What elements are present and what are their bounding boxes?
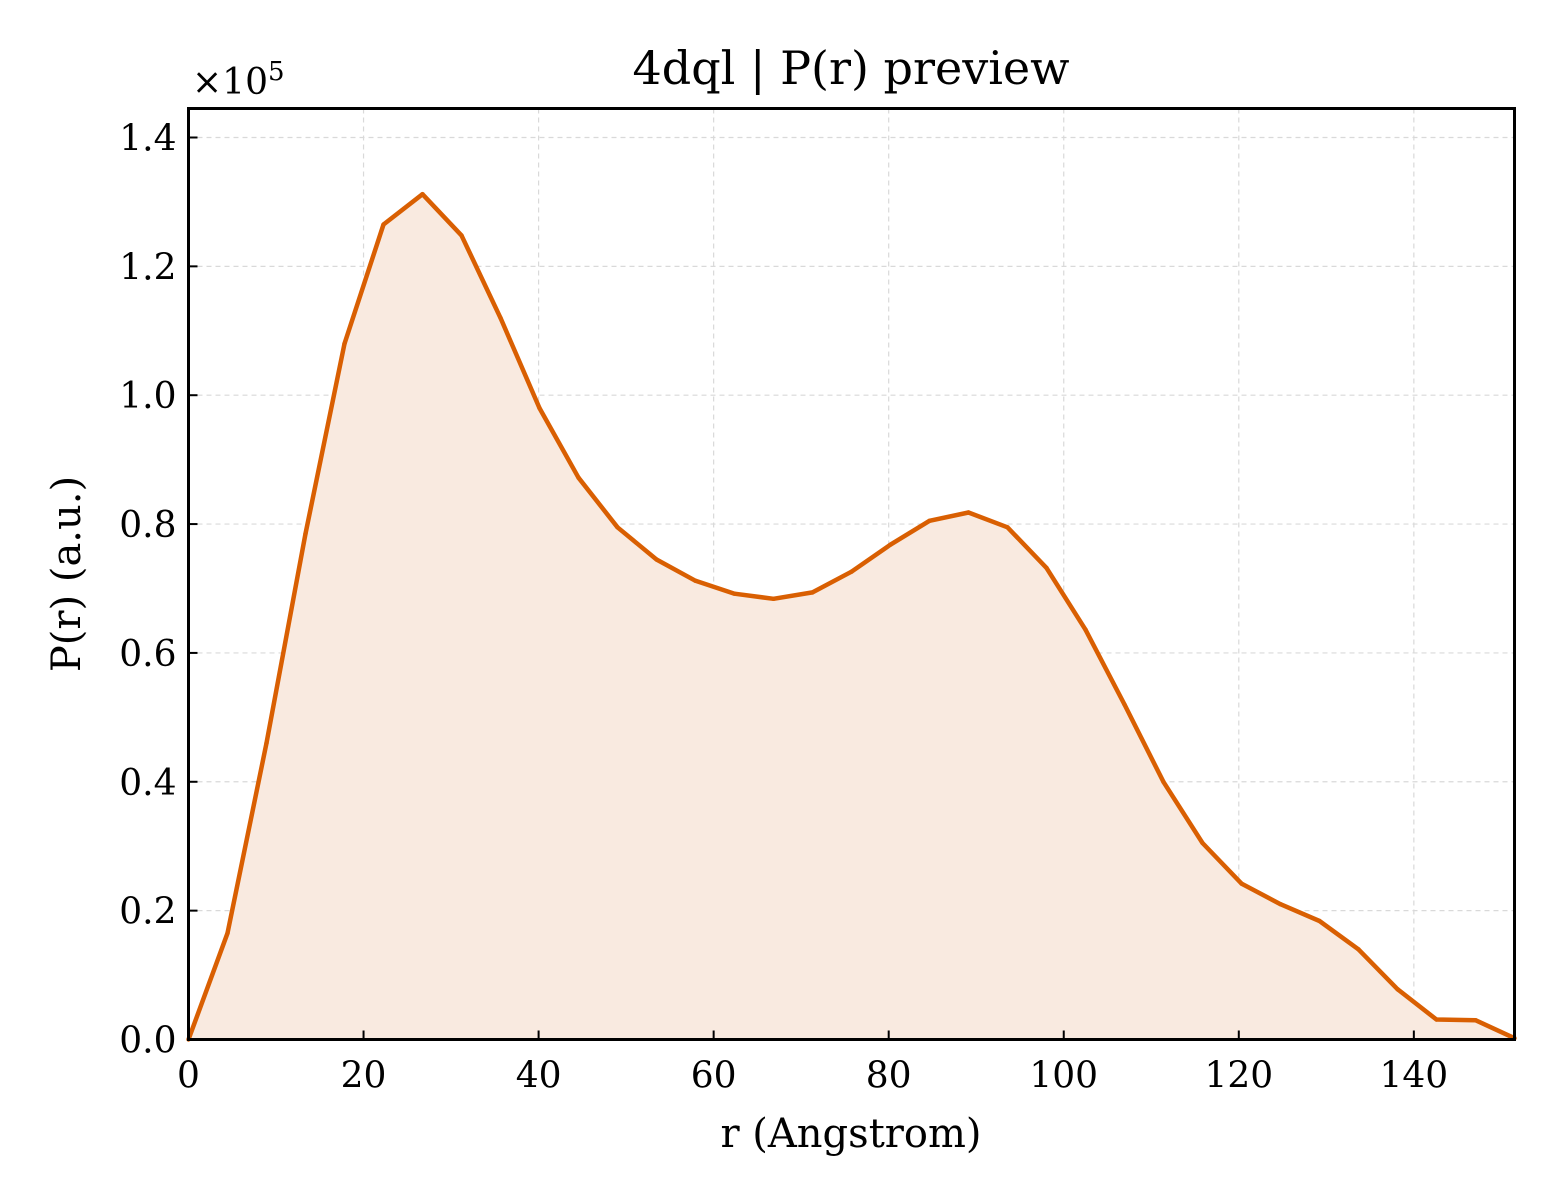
data-point	[1434, 1017, 1439, 1022]
data-point	[693, 578, 698, 583]
y-tick-label: 0.0	[119, 1021, 176, 1062]
x-tick-label: 140	[1379, 1056, 1448, 1097]
chart-title: 4dql | P(r) preview	[632, 41, 1069, 95]
y-axis-multiplier-base: ×10	[192, 62, 268, 103]
data-point	[810, 590, 815, 595]
data-point	[1356, 947, 1361, 952]
data-point	[1278, 902, 1283, 907]
series-points	[186, 192, 1517, 1042]
data-point	[966, 510, 971, 515]
data-point	[1161, 779, 1166, 784]
x-tick-label: 120	[1204, 1056, 1273, 1097]
y-tick-label: 0.2	[119, 892, 176, 933]
data-point	[771, 596, 776, 601]
data-point	[498, 315, 503, 321]
data-point	[732, 591, 737, 596]
data-point	[264, 740, 269, 746]
data-point	[1473, 1018, 1478, 1023]
data-point	[927, 518, 932, 523]
data-point	[1239, 881, 1244, 886]
plot-frame	[187, 107, 1516, 1041]
data-point	[342, 341, 347, 346]
data-point	[537, 405, 542, 411]
data-point	[1122, 702, 1127, 707]
y-tick-label: 1.4	[119, 118, 176, 159]
y-axis: 0.0 0.2 0.4 0.6 0.8 1.0 1.2 1.4	[119, 118, 198, 1062]
data-point	[1005, 525, 1010, 530]
data-point	[654, 557, 659, 562]
x-tick-label: 80	[866, 1056, 912, 1097]
data-point	[1395, 987, 1400, 992]
x-tick-label: 40	[516, 1056, 562, 1097]
data-point	[1317, 918, 1322, 924]
series-area-fill	[188, 194, 1515, 1040]
data-point	[1044, 565, 1049, 571]
x-axis-label: r (Angstrom)	[720, 1111, 981, 1157]
data-point	[420, 192, 425, 197]
y-axis-multiplier-exponent: 5	[268, 57, 285, 87]
x-tick-label: 100	[1029, 1056, 1098, 1097]
data-point	[303, 531, 308, 536]
data-point	[1083, 627, 1088, 632]
x-axis: 0 20 40 60 80 100 120 140	[177, 1030, 1448, 1097]
data-point	[615, 525, 620, 530]
data-point	[888, 542, 893, 547]
x-tick-label: 0	[177, 1056, 200, 1097]
x-tick-label: 60	[691, 1056, 737, 1097]
y-tick-label: 1.2	[119, 247, 176, 288]
x-tick-label: 20	[341, 1056, 387, 1097]
y-tick-label: 0.8	[119, 505, 176, 546]
data-point	[849, 569, 854, 574]
data-point	[459, 233, 464, 238]
data-point	[576, 475, 581, 480]
data-point	[381, 222, 386, 227]
y-tick-label: 1.0	[119, 376, 176, 417]
y-tick-label: 0.4	[119, 763, 176, 804]
y-axis-label: P(r) (a.u.)	[44, 476, 90, 672]
data-point	[1200, 840, 1205, 846]
y-tick-label: 0.6	[119, 634, 176, 675]
data-point	[225, 931, 230, 936]
y-axis-multiplier: ×105	[192, 57, 285, 103]
